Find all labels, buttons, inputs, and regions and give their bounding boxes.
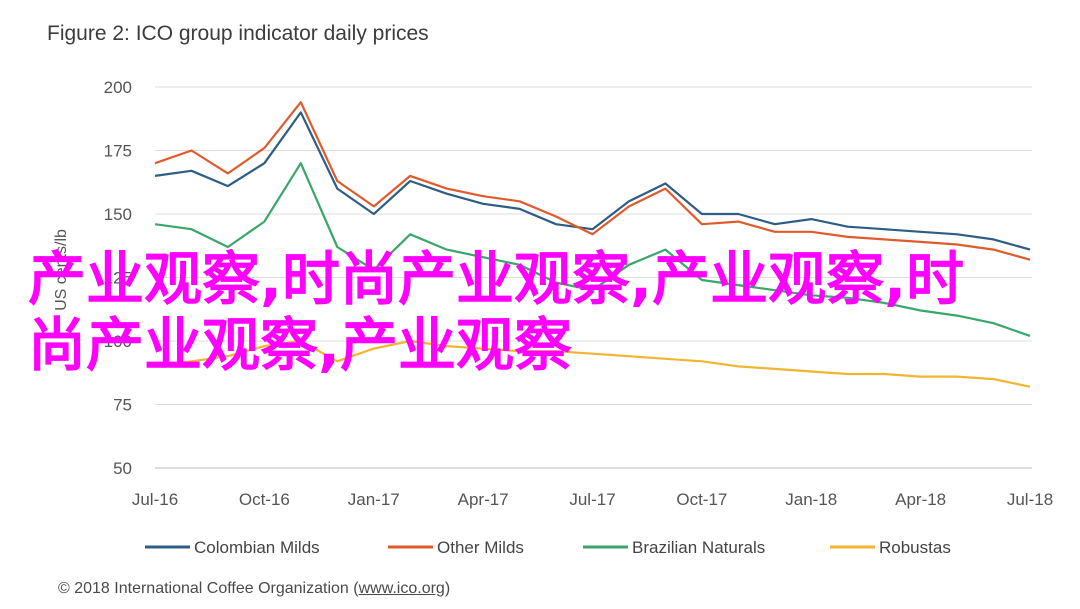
y-tick-label: 200 (104, 78, 132, 97)
y-tick-label: 125 (104, 269, 132, 288)
overlay-watermark-text: 产业观察,时尚产业观察,产业观察,时尚产业观察,产业观察 (28, 245, 965, 379)
footer-link[interactable]: www.ico.org (358, 580, 445, 597)
y-tick-label: 175 (104, 142, 132, 161)
x-tick-label: Jul-16 (132, 490, 178, 509)
x-tick-label: Jul-17 (569, 490, 615, 509)
x-ticks: Jul-16 Oct-16 Jan-17 Apr-17 Jul-17 Oct-17 Jan-… (132, 490, 1053, 509)
y-tick-label: 100 (104, 332, 132, 351)
x-tick-label: Jul-18 (1007, 490, 1053, 509)
grid (155, 86, 1032, 469)
x-tick-label: Jan-18 (785, 490, 837, 509)
chart-title: Figure 2: ICO group indicator daily pric… (47, 22, 429, 45)
y-tick-label: 75 (113, 396, 132, 415)
series-line-other-milds (154, 101, 1031, 261)
legend-label: Robustas (879, 538, 951, 557)
series-line-brazilian-naturals (154, 162, 1031, 337)
footer: © 2018 International Coffee Organization… (58, 580, 450, 598)
legend: Colombian Milds Other Milds Brazilian Natu… (145, 538, 951, 557)
y-ticks: 50 75 100 125 150 175 200 (104, 78, 132, 478)
y-axis-label: US cents/lb (53, 229, 70, 311)
series-line-colombian-milds (154, 111, 1031, 251)
series-line-robustas (154, 339, 1031, 388)
x-tick-label: Apr-18 (895, 490, 946, 509)
x-tick-label: Apr-17 (458, 490, 509, 509)
footer-suffix: ) (444, 580, 451, 597)
x-tick-label: Oct-17 (676, 490, 727, 509)
x-tick-label: Oct-16 (239, 490, 290, 509)
legend-label: Other Milds (437, 538, 524, 557)
y-tick-label: 150 (104, 205, 132, 224)
series-lines (154, 101, 1031, 388)
legend-label: Brazilian Naturals (632, 538, 765, 557)
legend-label: Colombian Milds (194, 538, 320, 557)
y-tick-label: 50 (113, 459, 132, 478)
footer-prefix: © 2018 International Coffee Organization… (58, 580, 359, 597)
x-tick-label: Jan-17 (348, 490, 400, 509)
